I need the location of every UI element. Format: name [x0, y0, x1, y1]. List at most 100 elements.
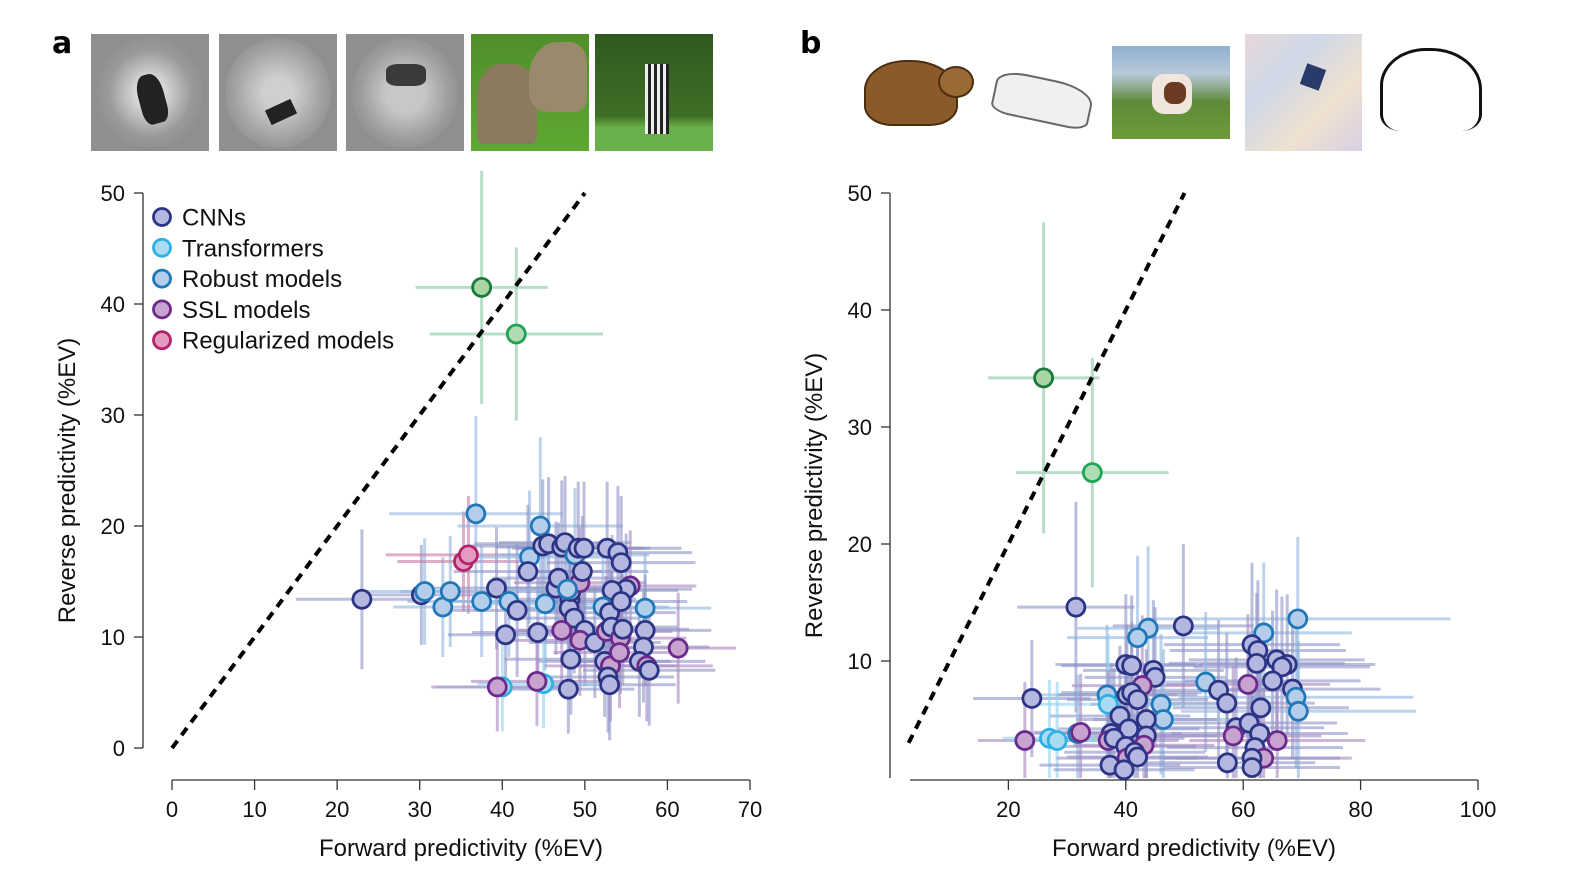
- data-point-cnn: [610, 552, 632, 574]
- data-point-cnn: [1127, 746, 1148, 768]
- legend-label-cnn: CNNs: [182, 205, 246, 232]
- data-points: [351, 276, 689, 700]
- data-point-ssl: [551, 619, 573, 641]
- data-point-cnn: [1216, 692, 1238, 714]
- data-point-cnn: [486, 577, 507, 599]
- data-point-cnn: [1216, 752, 1238, 774]
- data-point-ssl: [486, 676, 508, 698]
- legend-label-reg: Regularized models: [182, 328, 394, 355]
- thumbnail-a-4: [471, 34, 589, 151]
- legend-label-transformer: Transformers: [182, 235, 324, 262]
- y-axis-title: Reverse predictivity (%EV): [54, 338, 81, 623]
- y-tick-label: 20: [101, 514, 125, 539]
- data-point-cnn: [351, 588, 373, 610]
- data-point-cnn: [612, 618, 634, 640]
- thumbnail-b-4: [1245, 34, 1362, 151]
- thumbnail-b-5: [1370, 44, 1488, 140]
- data-point-robust: [471, 591, 493, 612]
- data-point-robust: [529, 515, 551, 537]
- data-point-cnn: [1021, 688, 1043, 709]
- x-axis-title: Forward predictivity (%EV): [1052, 835, 1336, 862]
- data-point-ssl: [667, 637, 689, 659]
- data-point-cnn: [1241, 757, 1263, 778]
- data-point-cnn: [1065, 596, 1087, 618]
- data-point-cnn: [1271, 656, 1293, 678]
- identity-diagonal-line: [170, 191, 587, 750]
- legend-marker-transformer: [152, 237, 172, 258]
- x-tick-label: 10: [242, 797, 266, 822]
- data-point-robust: [1287, 608, 1309, 630]
- thumbnail-b-1: [858, 52, 976, 134]
- data-point-cnn: [506, 599, 528, 621]
- legend-label-ssl: SSL models: [182, 297, 311, 324]
- data-point-robust: [1152, 709, 1174, 730]
- data-point-brain2: [505, 323, 527, 345]
- thumbnail-b-3: [1112, 46, 1230, 139]
- data-point-cnn: [573, 537, 595, 559]
- y-tick-label: 50: [848, 181, 872, 206]
- x-tick-label: 20: [996, 797, 1020, 822]
- identity-diagonal-line: [906, 192, 1187, 744]
- data-point-cnn: [1250, 697, 1272, 719]
- data-point-cnn: [1113, 759, 1135, 781]
- x-tick-label: 70: [738, 797, 762, 822]
- data-point-cnn: [634, 619, 656, 641]
- legend-marker-ssl: [152, 299, 172, 320]
- data-point-brain2: [1081, 462, 1103, 484]
- x-tick-label: 50: [573, 797, 597, 822]
- legend-item-transformer: Transformers: [152, 235, 324, 262]
- data-point-robust: [1127, 627, 1148, 648]
- data-point-robust: [534, 593, 556, 615]
- thumbnail-a-3: [346, 34, 464, 151]
- y-tick-label: 10: [848, 649, 872, 674]
- thumbnail-a-1: [91, 34, 209, 151]
- data-point-cnn: [599, 674, 621, 696]
- y-tick-label: 20: [848, 532, 872, 557]
- legend-marker-cnn: [152, 207, 172, 227]
- data-point-ssl: [526, 671, 548, 692]
- x-tick-label: 80: [1348, 797, 1372, 822]
- data-point-cnn: [1262, 670, 1283, 692]
- legend-item-reg: Regularized models: [152, 328, 394, 355]
- thumbnail-a-5: [595, 34, 713, 151]
- data-point-cnn: [610, 591, 632, 612]
- legend-item-robust: Robust models: [152, 266, 342, 293]
- data-point-cnn: [638, 659, 660, 681]
- y-tick-label: 40: [101, 292, 125, 317]
- data-point-transformer: [1046, 730, 1068, 751]
- x-tick-label: 40: [1114, 797, 1138, 822]
- data-point-cnn: [560, 648, 582, 670]
- thumbnail-a-2: [219, 34, 337, 151]
- data-point-cnn: [1172, 615, 1194, 637]
- x-tick-label: 60: [655, 797, 679, 822]
- y-tick-label: 0: [113, 736, 125, 761]
- data-point-brain: [1033, 367, 1055, 389]
- data-point-ssl: [1014, 730, 1036, 751]
- data-point-ssl: [1237, 674, 1259, 695]
- data-point-cnn: [1121, 655, 1143, 677]
- data-points: [1014, 367, 1309, 781]
- data-point-cnn: [1246, 652, 1268, 674]
- legend-label-robust: Robust models: [182, 266, 342, 293]
- panel-a-label: a: [52, 26, 73, 61]
- x-tick-label: 60: [1231, 797, 1255, 822]
- data-point-robust: [634, 597, 656, 619]
- x-tick-label: 40: [490, 797, 514, 822]
- data-point-robust: [439, 581, 461, 602]
- data-point-ssl: [1266, 730, 1288, 751]
- data-point-ssl: [1070, 721, 1092, 743]
- x-tick-label: 0: [166, 797, 178, 822]
- y-axis-title: Reverse predictivity (%EV): [801, 353, 828, 638]
- data-point-robust: [465, 503, 487, 525]
- data-point-reg: [458, 544, 479, 566]
- y-tick-label: 10: [101, 625, 125, 650]
- y-tick-label: 50: [101, 181, 125, 206]
- plot-panel-a: 0 10 20 30 40 50 0 10 20 30 40 50 60 70 Forward predic…: [54, 170, 762, 862]
- data-point-ssl: [1222, 725, 1244, 747]
- data-point-cnn: [517, 561, 539, 582]
- data-point-robust: [1287, 700, 1309, 722]
- x-tick-label: 20: [325, 797, 349, 822]
- data-point-cnn: [1127, 689, 1148, 711]
- panel-b-label: b: [800, 26, 822, 61]
